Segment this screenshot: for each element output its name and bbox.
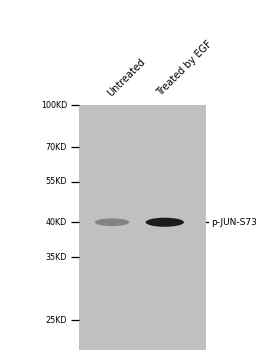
Text: 40KD: 40KD bbox=[46, 218, 67, 227]
Text: 70KD: 70KD bbox=[46, 142, 67, 152]
Text: 25KD: 25KD bbox=[46, 316, 67, 325]
Text: 35KD: 35KD bbox=[46, 253, 67, 262]
Text: Treated by EGF: Treated by EGF bbox=[155, 39, 214, 98]
Text: 100KD: 100KD bbox=[41, 100, 67, 110]
Ellipse shape bbox=[146, 218, 184, 227]
Text: Untreated: Untreated bbox=[105, 56, 147, 98]
Text: 55KD: 55KD bbox=[46, 177, 67, 187]
Ellipse shape bbox=[95, 218, 129, 226]
FancyBboxPatch shape bbox=[79, 105, 206, 350]
Text: p-JUN-S73: p-JUN-S73 bbox=[211, 218, 257, 227]
